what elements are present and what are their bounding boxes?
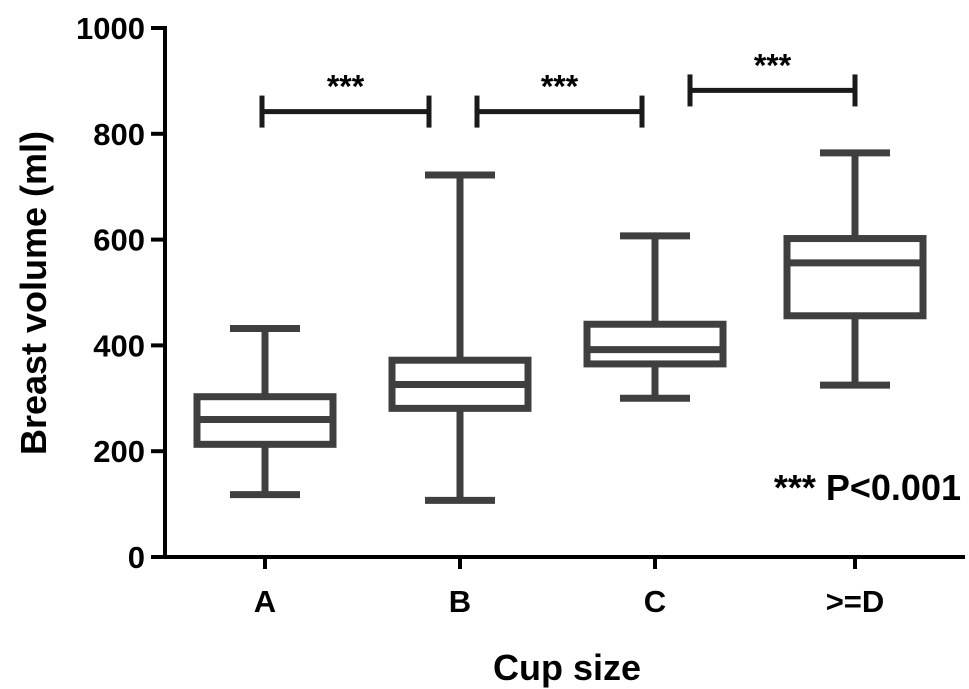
x-axis-title: Cup size — [493, 647, 641, 688]
x-tick-label: C — [644, 584, 666, 619]
y-tick-label: 400 — [93, 328, 145, 363]
y-tick-label: 600 — [93, 223, 145, 258]
y-tick-label: 0 — [128, 540, 145, 575]
y-tick-label: 1000 — [76, 11, 145, 46]
x-tick-label: B — [449, 584, 471, 619]
x-tick-label: A — [254, 584, 276, 619]
significance-bracket-3: *** — [687, 47, 858, 107]
iqr-box — [783, 235, 927, 320]
significance-bracket-1: *** — [259, 69, 432, 128]
box-4 — [783, 149, 927, 389]
y-tick-label: 800 — [93, 117, 145, 152]
y-tick-label: 200 — [93, 434, 145, 469]
x-axis-ticks: A B C >=D — [254, 557, 885, 619]
significance-label: *** — [327, 69, 365, 105]
box-2 — [388, 171, 532, 504]
box-1 — [193, 324, 337, 499]
p-value-annotation: *** P<0.001 — [774, 467, 961, 508]
iqr-box — [583, 320, 727, 368]
significance-label: *** — [754, 47, 792, 83]
significance-bracket-2: *** — [474, 69, 645, 128]
box-3 — [583, 232, 727, 402]
boxes-group — [193, 149, 927, 504]
x-tick-label: >=D — [826, 584, 885, 619]
y-axis-ticks: 0 200 400 600 800 1000 — [76, 11, 165, 575]
significance-label: *** — [541, 69, 579, 105]
significance-brackets: *** *** *** — [259, 47, 858, 128]
y-axis-title: Breast volume (ml) — [13, 131, 54, 455]
